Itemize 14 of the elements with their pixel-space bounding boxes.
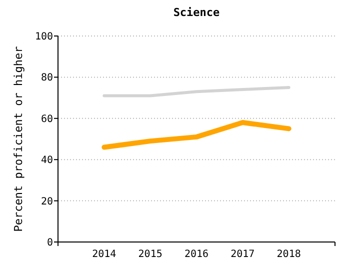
x-tick-label: 2016 xyxy=(184,249,209,260)
y-tick-label: 0 xyxy=(46,238,53,248)
y-tick-label: 60 xyxy=(40,114,53,125)
y-tick-label: 80 xyxy=(40,72,53,84)
x-tick-label: 2018 xyxy=(276,249,301,260)
y-tick-label: 40 xyxy=(40,155,53,166)
x-tick-label: 2014 xyxy=(92,249,116,260)
y-tick-label: 100 xyxy=(34,32,53,42)
chart-title: Science xyxy=(173,6,220,19)
x-tick-label: 2015 xyxy=(138,249,162,260)
line-series xyxy=(102,86,290,98)
y-tick-label: 20 xyxy=(40,196,53,208)
x-tick-label: 2017 xyxy=(230,249,255,260)
y-axis-title: Percent proficient or higher xyxy=(12,46,25,232)
